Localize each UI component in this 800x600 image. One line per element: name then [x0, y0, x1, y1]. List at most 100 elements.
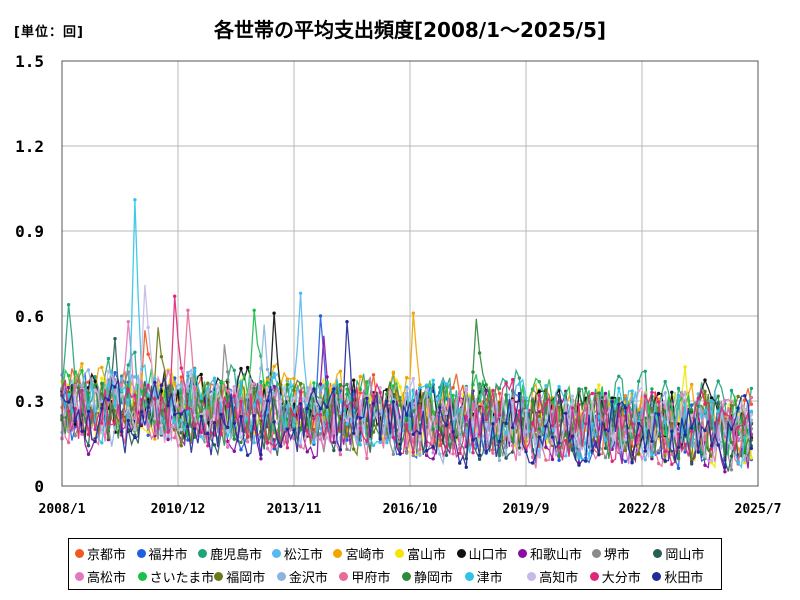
data-point — [312, 440, 316, 445]
data-point — [617, 433, 621, 438]
data-point — [411, 311, 415, 315]
data-point — [73, 433, 78, 438]
data-point — [716, 394, 720, 398]
data-point — [358, 399, 362, 403]
data-point — [100, 399, 104, 404]
data-point — [584, 404, 588, 408]
data-point — [431, 451, 435, 455]
data-point — [431, 378, 435, 382]
data-point — [471, 451, 475, 455]
data-point — [511, 400, 515, 405]
data-point — [139, 389, 144, 394]
data-point — [126, 363, 130, 367]
data-point — [352, 431, 356, 435]
data-point — [232, 368, 236, 372]
data-point — [159, 396, 164, 400]
data-point — [703, 438, 707, 442]
data-point — [86, 443, 91, 448]
data-point — [371, 401, 376, 406]
data-point — [683, 365, 687, 369]
data-point — [643, 369, 647, 373]
data-point — [690, 462, 694, 466]
data-point — [285, 446, 290, 450]
data-point — [577, 444, 581, 449]
data-point — [159, 355, 164, 359]
data-point — [729, 388, 734, 393]
data-point — [438, 452, 442, 456]
data-point — [650, 413, 654, 417]
data-point — [703, 402, 707, 406]
data-point — [597, 453, 601, 457]
data-point — [318, 314, 323, 318]
data-point — [670, 429, 674, 433]
data-point — [650, 406, 654, 411]
data-point — [723, 470, 727, 474]
data-point — [670, 449, 674, 454]
legend-label: 高松市 — [87, 571, 127, 586]
data-point — [259, 398, 263, 402]
data-point — [544, 458, 548, 462]
data-point — [603, 455, 608, 460]
data-point — [279, 399, 283, 404]
data-point — [484, 450, 488, 454]
legend-swatch — [518, 549, 528, 558]
data-point — [292, 388, 296, 392]
data-point — [186, 425, 190, 429]
data-point — [113, 337, 117, 341]
data-point — [371, 420, 376, 424]
data-point — [312, 381, 316, 385]
legend-item: 金沢市 — [276, 567, 340, 586]
data-point — [338, 369, 343, 373]
data-point — [703, 408, 707, 413]
data-point — [80, 362, 84, 366]
data-point — [418, 383, 422, 387]
legend-label: 京都市 — [87, 548, 127, 563]
data-point — [239, 448, 243, 452]
data-point — [272, 364, 276, 369]
data-point — [166, 389, 170, 393]
data-point — [544, 402, 548, 406]
data-point — [451, 386, 455, 390]
data-point — [73, 422, 78, 426]
data-point — [424, 383, 429, 387]
data-point — [411, 432, 415, 436]
y-tick-label: 0 — [34, 477, 44, 496]
legend-label: 和歌山市 — [530, 548, 583, 563]
data-point — [226, 429, 230, 433]
data-point — [471, 420, 475, 425]
data-point — [265, 367, 270, 372]
data-point — [458, 451, 462, 455]
data-point — [73, 370, 78, 374]
data-point — [365, 456, 369, 461]
legend-item: 京都市 — [75, 544, 137, 563]
data-point — [630, 435, 634, 440]
data-point — [623, 437, 628, 442]
data-point — [325, 380, 329, 384]
data-point — [120, 393, 124, 397]
data-point — [471, 438, 475, 442]
data-point — [259, 414, 263, 418]
data-point — [345, 320, 349, 324]
data-point — [206, 431, 210, 436]
data-point — [146, 325, 150, 330]
data-point — [716, 443, 720, 447]
data-point — [524, 396, 528, 400]
data-point — [318, 386, 323, 390]
data-point — [736, 460, 740, 465]
data-point — [405, 413, 409, 417]
data-point — [577, 463, 581, 467]
data-point — [113, 371, 117, 375]
data-point — [690, 457, 694, 461]
x-tick-label: 2008/1 — [39, 502, 86, 517]
data-point — [219, 389, 223, 393]
data-point — [431, 415, 435, 419]
data-point — [173, 389, 177, 394]
y-tick-label: 1.5 — [15, 52, 44, 71]
data-point — [577, 456, 581, 460]
data-point — [703, 378, 707, 382]
data-point — [729, 440, 734, 445]
data-point — [537, 393, 541, 398]
data-point — [279, 444, 283, 448]
legend: 京都市 福井市 鹿児島市 松江市 宮崎市 富山市 山口市 和歌山市 堺市 岡山市 高松市 さいたま市福… — [68, 538, 722, 590]
data-point — [391, 435, 396, 440]
